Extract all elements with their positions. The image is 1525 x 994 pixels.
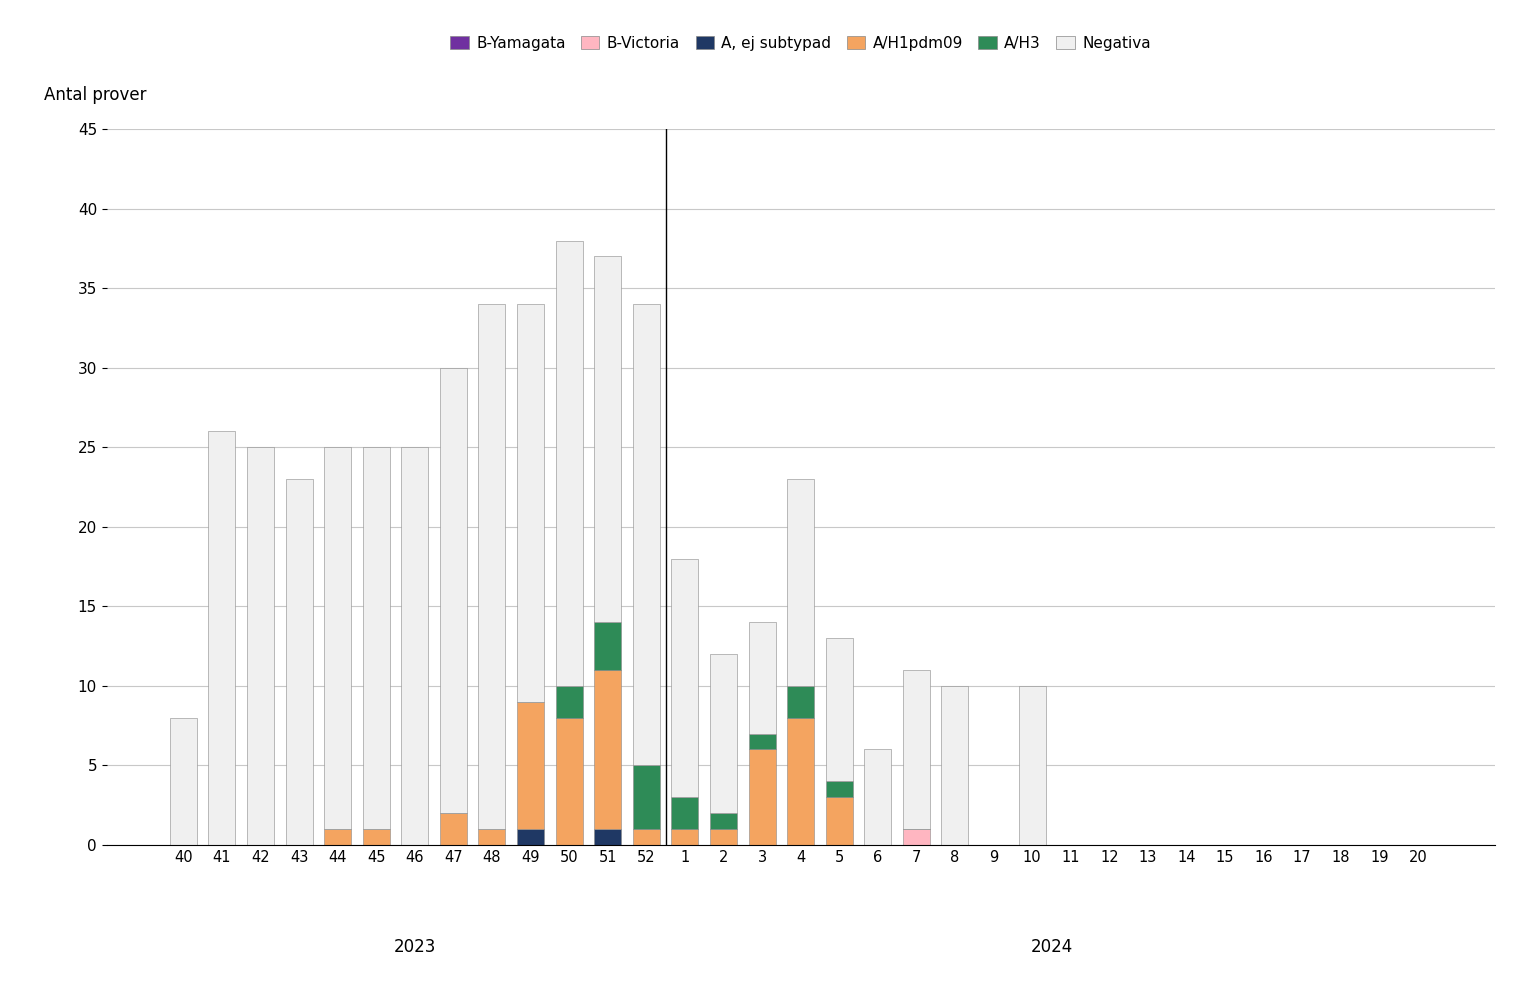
Bar (363, 829, 390, 845)
Bar (555, 718, 583, 845)
Bar (517, 829, 544, 845)
Bar (671, 829, 698, 845)
Bar (169, 718, 197, 845)
Bar (209, 431, 235, 845)
Bar (479, 304, 505, 829)
Bar (711, 813, 737, 829)
Bar (749, 749, 776, 845)
Bar (749, 622, 776, 734)
Bar (595, 829, 621, 845)
Bar (787, 718, 814, 845)
Bar (1019, 686, 1046, 845)
Bar (825, 797, 852, 845)
Bar (439, 368, 467, 813)
Text: Antal prover: Antal prover (44, 86, 146, 104)
Bar (517, 702, 544, 829)
Bar (325, 829, 351, 845)
Bar (787, 479, 814, 686)
Bar (595, 670, 621, 829)
Bar (711, 829, 737, 845)
Bar (711, 654, 737, 813)
Bar (479, 829, 505, 845)
Bar (903, 829, 930, 845)
Text: 2024: 2024 (1031, 938, 1072, 956)
Text: 2023: 2023 (393, 938, 436, 956)
Bar (633, 304, 660, 765)
Bar (401, 447, 429, 845)
Bar (633, 765, 660, 829)
Bar (595, 256, 621, 622)
Bar (363, 447, 390, 829)
Bar (865, 749, 891, 845)
Bar (555, 241, 583, 686)
Bar (825, 638, 852, 781)
Bar (633, 829, 660, 845)
Bar (671, 559, 698, 797)
Bar (285, 479, 313, 845)
Bar (325, 447, 351, 829)
Bar (555, 686, 583, 718)
Bar (825, 781, 852, 797)
Bar (517, 304, 544, 702)
Bar (749, 734, 776, 749)
Bar (671, 797, 698, 829)
Bar (787, 686, 814, 718)
Bar (903, 670, 930, 829)
Bar (941, 686, 968, 845)
Bar (247, 447, 274, 845)
Bar (595, 622, 621, 670)
Legend: B-Yamagata, B-Victoria, A, ej subtypad, A/H1pdm09, A/H3, Negativa: B-Yamagata, B-Victoria, A, ej subtypad, … (444, 30, 1157, 58)
Bar (439, 813, 467, 845)
